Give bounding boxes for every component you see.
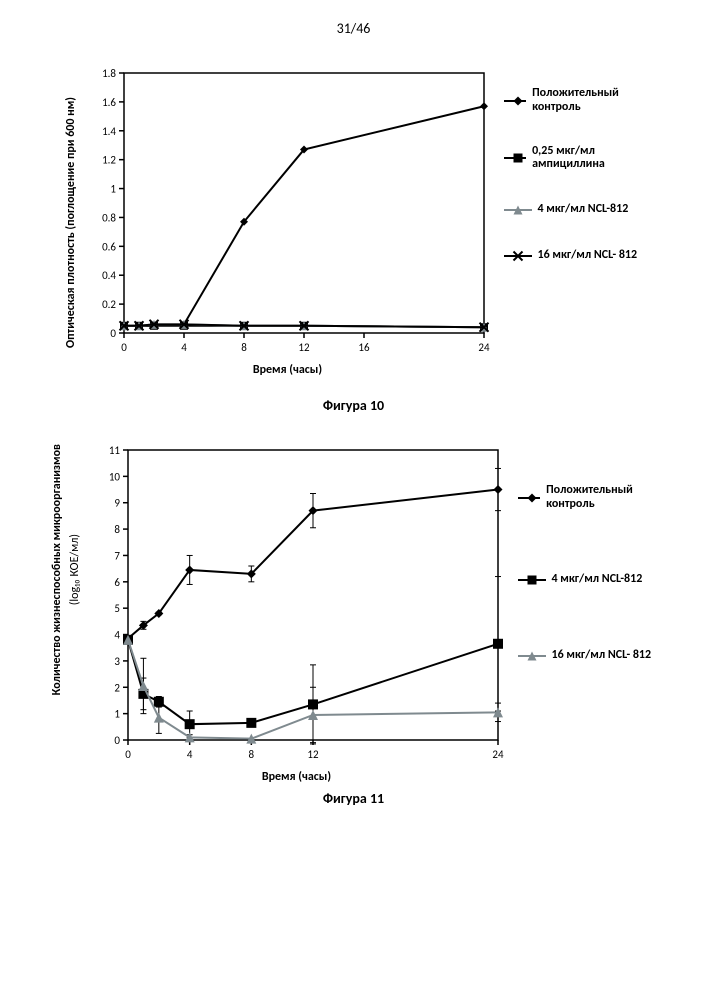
svg-text:8: 8	[114, 523, 120, 536]
legend-label: 0,25 мкг/мл ампициллина	[532, 145, 643, 173]
legend-item: Положительный контроль	[504, 87, 644, 115]
legend-label: Положительный контроль	[532, 87, 643, 115]
chart2-section: Количество жизнеспособных микроорганизмо…	[30, 444, 677, 837]
chart1-x-axis-label: Время (часы)	[253, 363, 322, 377]
chart1-caption: Фигура 10	[323, 397, 384, 414]
chart1-svg: 0 0.2 0.4 0.6 0.8 1 1.2 1.4 1.6 1.8 0 4 8 12 16 24	[82, 67, 494, 359]
svg-text:24: 24	[478, 341, 490, 354]
chart1-section: Оптическая плотность (поглощение при 600…	[30, 67, 677, 444]
legend-item: 16 мкг/мл NCL- 812	[504, 248, 644, 264]
svg-text:0: 0	[125, 748, 131, 761]
svg-text:8: 8	[241, 341, 247, 354]
chart2-body: 012345678910110481224 Время (часы)	[86, 444, 508, 784]
legend-label: 16 мкг/мл NCL- 812	[552, 649, 652, 663]
legend-marker-icon	[518, 648, 546, 664]
legend-item: Положительный контроль	[518, 484, 658, 512]
legend-item: 4 мкг/мл NCL-812	[504, 202, 644, 218]
legend-item: 4 мкг/мл NCL-812	[518, 572, 658, 588]
chart2-wrap: Количество жизнеспособных микроорганизмо…	[30, 444, 677, 784]
svg-text:0: 0	[121, 341, 127, 354]
svg-text:1.8: 1.8	[102, 67, 116, 80]
svg-text:2: 2	[114, 681, 120, 694]
chart2-svg: 012345678910110481224	[86, 444, 508, 766]
legend-marker-icon	[518, 490, 541, 506]
page-number: 31/46	[30, 20, 677, 37]
legend-label: 16 мкг/мл NCL- 812	[538, 249, 638, 263]
svg-text:24: 24	[492, 748, 504, 761]
legend-item: 0,25 мкг/мл ампициллина	[504, 145, 644, 173]
legend-marker-icon	[504, 150, 527, 166]
legend-marker-icon	[504, 93, 527, 109]
chart1-y-axis-label: Оптическая плотность (поглощение при 600…	[64, 97, 78, 348]
chart2-x-axis-label: Время (часы)	[262, 770, 331, 784]
svg-text:10: 10	[108, 470, 120, 483]
svg-text:0.8: 0.8	[102, 211, 116, 224]
legend-label: Положительный контроль	[546, 484, 657, 512]
svg-text:12: 12	[298, 341, 310, 354]
chart2-y-axis-label: Количество жизнеспособных микроорганизмо…	[50, 444, 64, 695]
chart2-y-axis-sublabel: (log₁₀ КОЕ/мл)	[68, 534, 82, 605]
chart1-legend: Положительный контроль 0,25 мкг/мл ампици…	[504, 87, 644, 264]
svg-text:1: 1	[110, 183, 116, 196]
legend-item: 16 мкг/мл NCL- 812	[518, 648, 658, 664]
svg-text:4: 4	[114, 629, 120, 642]
svg-text:1.4: 1.4	[102, 125, 116, 138]
legend-label: 4 мкг/мл NCL-812	[552, 573, 643, 587]
svg-text:4: 4	[181, 341, 187, 354]
svg-text:1: 1	[114, 708, 120, 721]
legend-marker-icon	[518, 572, 546, 588]
svg-text:12: 12	[307, 748, 319, 761]
legend-marker-icon	[504, 248, 532, 264]
svg-text:0.2: 0.2	[102, 298, 116, 311]
legend-label: 4 мкг/мл NCL-812	[538, 203, 629, 217]
svg-text:0.4: 0.4	[102, 269, 116, 282]
legend-marker-icon	[504, 202, 532, 218]
svg-text:6: 6	[114, 576, 120, 589]
page: 31/46 Оптическая плотность (поглощение п…	[0, 0, 707, 1000]
svg-text:7: 7	[114, 549, 120, 562]
chart1-body: 0 0.2 0.4 0.6 0.8 1 1.2 1.4 1.6 1.8 0 4 8 12 16 24 Врем…	[82, 67, 494, 377]
svg-text:0: 0	[114, 734, 120, 747]
svg-text:0: 0	[110, 327, 116, 340]
chart1-wrap: Оптическая плотность (поглощение при 600…	[30, 67, 677, 377]
svg-text:1.6: 1.6	[102, 96, 116, 109]
chart2-caption: Фигура 11	[323, 790, 384, 807]
svg-text:5: 5	[114, 602, 120, 615]
svg-text:16: 16	[358, 341, 370, 354]
svg-text:4: 4	[186, 748, 192, 761]
svg-text:1.2: 1.2	[102, 154, 116, 167]
svg-text:11: 11	[108, 444, 120, 457]
chart2-legend: Положительный контроль 4 мкг/мл NCL-812 16…	[518, 484, 658, 664]
svg-text:0.6: 0.6	[102, 240, 116, 253]
svg-text:8: 8	[248, 748, 254, 761]
svg-text:9: 9	[114, 497, 120, 510]
svg-text:3: 3	[114, 655, 120, 668]
